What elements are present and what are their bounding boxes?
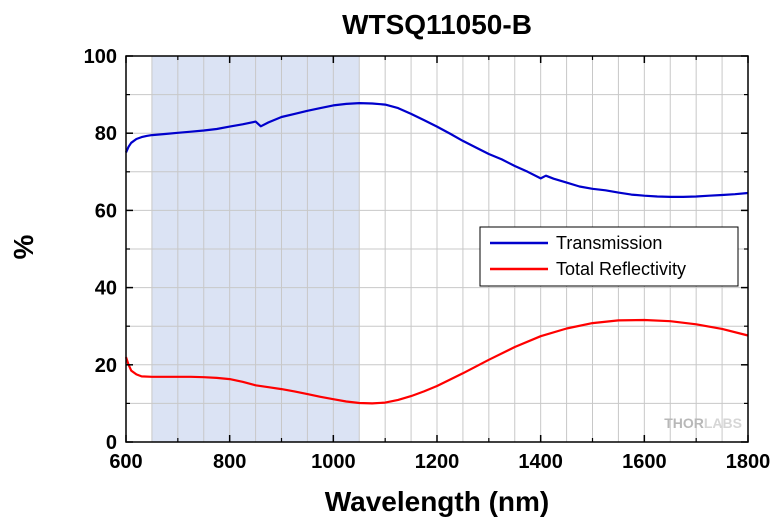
y-axis-label: % [8,234,39,259]
x-tick-label: 1200 [415,451,460,473]
x-tick-label: 1000 [311,451,356,473]
x-tick-label: 1600 [622,451,667,473]
x-tick-label: 600 [109,451,142,473]
series-layer [124,101,749,405]
thorlabs-watermark: THORLABS [664,415,742,431]
watermark-labs: LABS [704,415,742,431]
series-line-transmission [124,101,749,198]
chart-title: WTSQ11050-B [342,9,532,40]
x-tick-label: 1800 [726,451,771,473]
x-tick-label: 1400 [518,451,563,473]
y-tick-label: 80 [95,123,117,145]
legend-box [479,226,739,287]
svg-text:THORLABS: THORLABS [664,415,742,431]
legend-label-total-reflectivity: Total Reflectivity [556,259,686,279]
y-tick-label: 40 [95,278,117,300]
y-tick-label: 0 [106,432,117,454]
y-tick-label: 60 [95,200,117,222]
y-tick-label: 100 [84,46,117,68]
legend: Transmission Total Reflectivity [479,226,739,287]
axes-layer: 600 800 1000 1200 1400 1600 1800 0 20 40 60 80 100 [84,46,771,473]
x-axis-label: Wavelength (nm) [325,486,550,517]
legend-label-transmission: Transmission [556,233,662,253]
x-tick-label: 800 [213,451,246,473]
watermark-thor: THOR [664,415,704,431]
y-tick-label: 20 [95,355,117,377]
series-line-total-reflectivity [124,318,749,405]
